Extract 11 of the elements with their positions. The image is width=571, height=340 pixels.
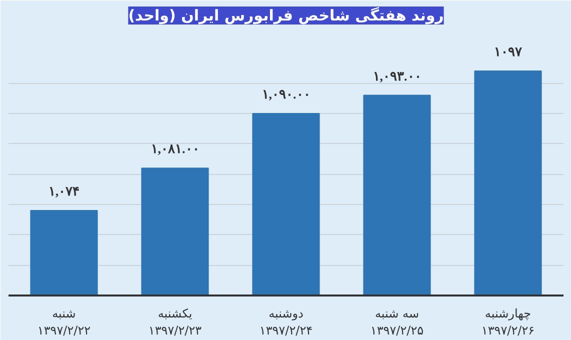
x-tick-label: یکشنبه ۱۳۹۷/۲/۲۳ [148,306,202,338]
data-label: ۱,۰۸۱.۰۰ [150,141,200,156]
x-tick-label: سه شنبه ۱۳۹۷/۲/۲۵ [370,306,424,338]
data-label: ۱۰۹۷ [494,44,523,59]
x-tick-label: شنبه ۱۳۹۷/۲/۲۲ [37,306,91,338]
data-label: ۱,۰۷۴ [48,184,80,199]
chart-title: روند هفتگی شاخص فرابورس ایران (واحد) [128,6,444,24]
x-tick-label: دوشنبه ۱۳۹۷/۲/۲۴ [259,306,313,338]
data-label: ۱,۰۹۰.۰۰ [262,86,310,102]
data-label: ۱,۰۹۳.۰۰ [372,68,422,84]
x-tick-label: چهارشنبه ۱۳۹۷/۲/۲۶ [481,306,535,338]
